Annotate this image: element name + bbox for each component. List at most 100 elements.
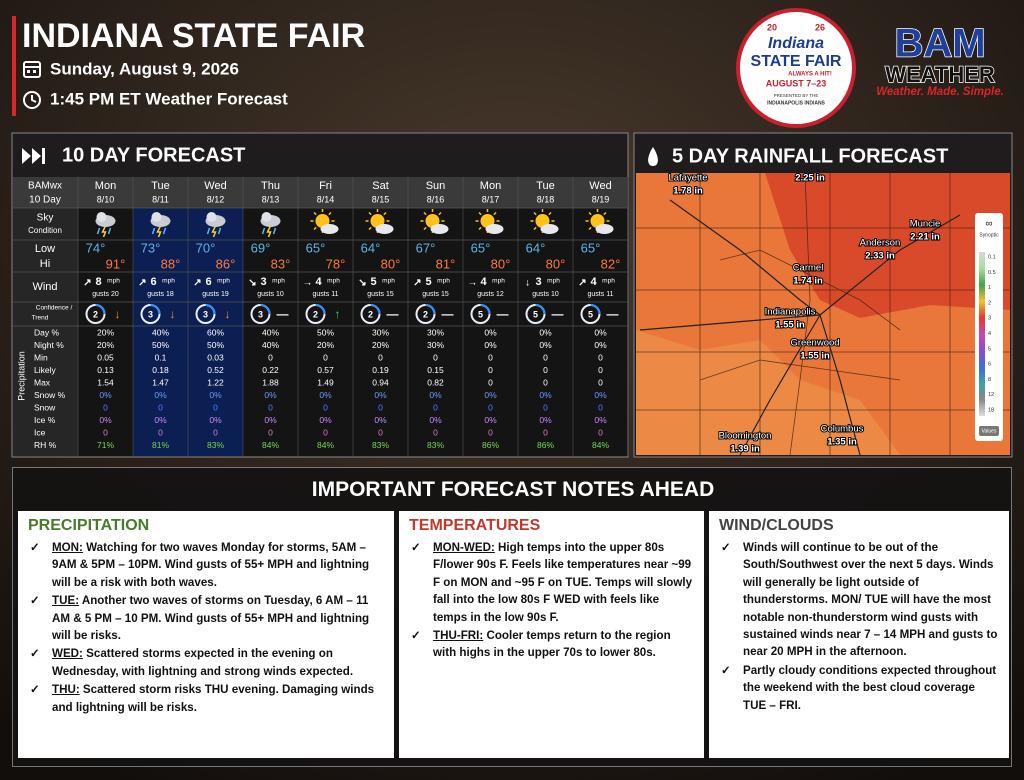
- precip-value: 0: [488, 377, 493, 387]
- row-label: Wind: [32, 281, 57, 293]
- precip-value: 0.19: [372, 365, 389, 375]
- bam-name: BAM: [894, 22, 985, 66]
- sky-icon: [205, 212, 226, 238]
- wind-dir: →: [303, 278, 313, 289]
- precip-value: 84%: [592, 440, 609, 450]
- confidence-arc: [590, 304, 601, 315]
- precip-value: 0.18: [152, 365, 169, 375]
- precip-value: 20%: [97, 327, 114, 337]
- wind-gusts: gusts 15: [367, 291, 394, 298]
- precip-value: 0: [378, 402, 383, 412]
- city-name: Bloomington: [719, 431, 772, 442]
- ray: [533, 211, 537, 216]
- ray: [438, 211, 442, 216]
- precip-value: 0: [323, 352, 328, 362]
- logo-dates: AUGUST 7–23: [766, 78, 827, 88]
- precip-value: 50%: [152, 340, 169, 350]
- confidence: 3: [258, 309, 263, 319]
- precip-value: 0: [433, 402, 438, 412]
- wind-dir: ↘: [358, 278, 366, 289]
- wind-unit: mph: [437, 278, 450, 285]
- title: INDIANA STATE FAIR: [22, 17, 365, 55]
- hi-temp: 78°: [326, 256, 346, 271]
- row-label: Day %: [34, 327, 59, 337]
- ray: [423, 226, 427, 231]
- accent-bar: [12, 16, 16, 116]
- wind-dir: ↗: [138, 278, 146, 289]
- precip-value: 0: [543, 427, 548, 437]
- precip-value: 0: [158, 402, 163, 412]
- row-label: Night %: [34, 340, 64, 350]
- low-temp: 65°: [581, 240, 601, 255]
- precip-value: 0.03: [207, 352, 224, 362]
- note-item: ✓ WED: Scattered storms expected in the e…: [26, 645, 386, 680]
- logo-presented: PRESENTED BY THE: [774, 93, 819, 98]
- legend-label: 0.1: [988, 254, 996, 260]
- sky-icon: [310, 209, 339, 234]
- time: 1:45 PM ET Weather Forecast: [50, 89, 288, 108]
- precip-value: 0%: [539, 390, 552, 400]
- precip-value: 0: [488, 402, 493, 412]
- precip-value: 0: [268, 427, 273, 437]
- confidence: 5: [533, 309, 538, 319]
- note-label: WED:: [52, 647, 83, 661]
- city-value: 1.39 in: [730, 444, 760, 455]
- day-name: Tue: [151, 180, 170, 192]
- wind-unit: mph: [162, 278, 175, 285]
- notes-title: IMPORTANT FORECAST NOTES AHEAD: [311, 478, 715, 501]
- rain: [151, 227, 156, 235]
- low-temp: 64°: [526, 240, 546, 255]
- precip-value: 86%: [482, 440, 499, 450]
- precip-value: 0: [158, 427, 163, 437]
- legend-title: Synoptic: [979, 232, 999, 238]
- wind-unit: mph: [327, 278, 340, 285]
- wind-speed: 8: [95, 276, 101, 288]
- trend: —: [277, 307, 289, 321]
- precip-value: 0: [488, 352, 493, 362]
- day-name: Tue: [536, 180, 555, 192]
- county-lines: [636, 173, 1010, 455]
- ray: [533, 226, 537, 231]
- logo-name: Indiana: [768, 35, 824, 52]
- row-label: Hi: [40, 258, 50, 270]
- forecast-title: 10 DAY FORECAST: [62, 144, 245, 166]
- precip-value: 0: [488, 365, 493, 375]
- cloud: [430, 224, 449, 234]
- precip-value: 0%: [209, 390, 222, 400]
- row-label: Condition: [28, 226, 62, 235]
- check-icon: ✓: [721, 663, 731, 677]
- precip-value: 40%: [152, 327, 169, 337]
- precip-value: 0%: [319, 415, 332, 425]
- ray: [313, 226, 317, 231]
- city-value: 1.78 in: [673, 186, 703, 197]
- row-label: 10 Day: [29, 195, 61, 206]
- rainfall-title: 5 DAY RAINFALL FORECAST: [672, 145, 948, 167]
- wind-gusts: gusts 15: [422, 291, 449, 298]
- precip-value: 0%: [484, 415, 497, 425]
- wind-gusts: gusts 11: [313, 291, 339, 298]
- wind-unit: mph: [107, 278, 120, 285]
- cloud: [375, 224, 394, 234]
- precip-value: 1.49: [317, 377, 334, 387]
- wind-gusts: gusts 18: [147, 291, 174, 298]
- day-date: 8/15: [372, 194, 390, 204]
- wind-gusts: gusts 12: [477, 291, 504, 298]
- precip-value: 0%: [99, 390, 112, 400]
- wind-unit: mph: [217, 278, 230, 285]
- city-name: Anderson: [860, 238, 901, 249]
- day-name: Sat: [372, 180, 389, 192]
- city-value: 1.55 in: [775, 320, 805, 331]
- trend: ↓: [115, 307, 121, 321]
- confidence-arc: [315, 304, 326, 315]
- check-icon: ✓: [30, 594, 40, 608]
- trend: —: [552, 307, 564, 321]
- low-temp: 65°: [306, 240, 326, 255]
- legend-label: 12: [988, 392, 994, 398]
- logo-ring: [736, 8, 856, 128]
- wind-speed: 4: [480, 276, 487, 288]
- precip-value: 0%: [154, 415, 167, 425]
- precip-value: 0: [598, 427, 603, 437]
- ray: [313, 211, 317, 216]
- precip-value: 0%: [209, 415, 222, 425]
- confidence-arc: [205, 304, 216, 315]
